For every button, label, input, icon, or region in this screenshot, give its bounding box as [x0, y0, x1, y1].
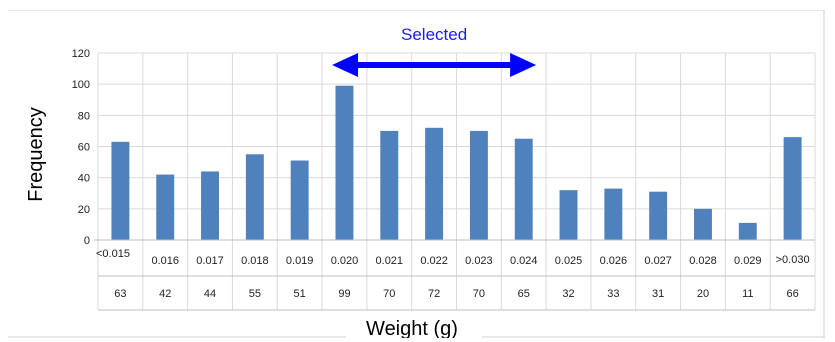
bar [380, 130, 399, 240]
annotation-arrow-shaft [352, 62, 517, 68]
table-value: 51 [294, 288, 306, 300]
table-value: 32 [562, 288, 574, 300]
table-value: 55 [249, 288, 261, 300]
y-axis-title: Frequency [25, 107, 47, 202]
category-label: 0.022 [420, 255, 448, 267]
category-label: 0.027 [644, 255, 672, 267]
table-value: 20 [697, 288, 709, 300]
category-label: 0.024 [510, 255, 538, 267]
table-value: 72 [428, 288, 440, 300]
bar [604, 188, 623, 240]
selected-annotation-label: Selected [401, 25, 467, 44]
table-value: 42 [159, 288, 171, 300]
category-label: 0.026 [600, 255, 628, 267]
category-label: <0.015 [96, 248, 130, 260]
table-value: 70 [383, 288, 395, 300]
y-tick-labels: 0 20 40 60 80 100 120 [72, 48, 90, 247]
bar [514, 138, 533, 240]
y-tick-label: 40 [78, 173, 90, 185]
annotation-arrowhead-left [332, 53, 359, 77]
y-tick-label: 20 [78, 204, 90, 216]
bar [335, 85, 354, 240]
category-labels: <0.015 0.016 0.017 0.018 0.019 0.020 0.021 0.02… [96, 248, 810, 267]
table-value: 63 [114, 288, 126, 300]
y-tick-label: 80 [78, 110, 90, 122]
table-value: 11 [742, 288, 753, 300]
bar [245, 154, 264, 240]
y-tick-label: 0 [84, 235, 90, 247]
table-value: 65 [518, 288, 530, 300]
category-label: 0.016 [151, 255, 179, 267]
bar [469, 130, 488, 240]
value-table: 63 42 44 55 51 99 70 72 70 65 32 33 31 20 11 66 [114, 288, 798, 300]
table-value: 70 [473, 288, 485, 300]
category-label: 0.023 [465, 255, 493, 267]
x-axis-title-background [346, 318, 482, 338]
grid [97, 52, 816, 310]
table-value: 33 [607, 288, 619, 300]
bar [783, 137, 802, 240]
annotation-arrowhead-right [510, 53, 537, 77]
bar [290, 160, 309, 240]
category-label: 0.019 [286, 255, 314, 267]
bar [156, 174, 175, 240]
bar [559, 190, 578, 240]
table-value: 44 [204, 288, 216, 300]
bar [201, 171, 219, 240]
bar [649, 191, 668, 240]
bar [694, 208, 712, 240]
bars [111, 85, 802, 240]
x-axis-title: Weight (g) [366, 318, 458, 338]
y-tick-label: 100 [72, 79, 90, 91]
category-label: 0.028 [689, 255, 717, 267]
category-label: >0.030 [776, 254, 810, 266]
y-tick-label: 60 [78, 142, 90, 154]
bar [425, 127, 444, 240]
category-label: 0.020 [331, 255, 359, 267]
y-tick-label: 120 [72, 48, 90, 60]
bar [111, 141, 130, 240]
category-label: 0.029 [734, 255, 762, 267]
category-label: 0.021 [376, 255, 404, 267]
selected-annotation: Selected [332, 25, 537, 77]
category-label: 0.017 [196, 255, 224, 267]
category-label: 0.018 [241, 255, 269, 267]
category-label: 0.025 [555, 255, 583, 267]
chart-frame: 0 20 40 60 80 100 120 <0.015 0.016 0.017 0.018 0.0… [8, 10, 825, 338]
table-value: 99 [338, 288, 350, 300]
table-value: 66 [786, 288, 798, 300]
table-value: 31 [652, 288, 664, 300]
bar [738, 222, 757, 240]
histogram-chart: 0 20 40 60 80 100 120 <0.015 0.016 0.017 0.018 0.0… [8, 10, 825, 338]
